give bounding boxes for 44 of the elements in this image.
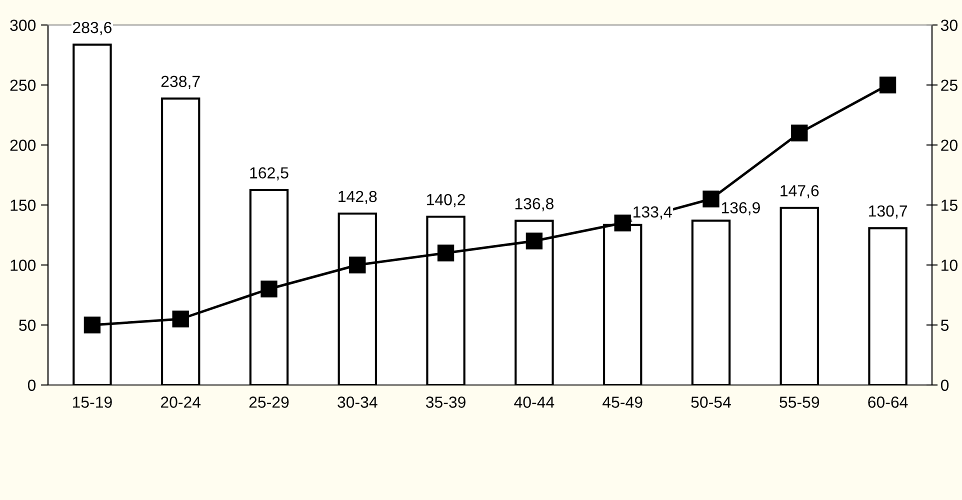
point (172, 310, 189, 328)
y-tick-label: 50 (19, 320, 36, 331)
x-tick-label: 15-19 (72, 396, 112, 408)
y2-tick-label: 10 (942, 260, 958, 271)
x-tick-label: 45-49 (602, 396, 642, 408)
y-tick-label: 0 (28, 380, 36, 391)
y2-tick-label: 20 (941, 140, 958, 151)
data-label: 147,6 (780, 185, 819, 198)
point (526, 232, 543, 250)
y2-tick-label: 0 (940, 380, 949, 391)
point (349, 256, 366, 274)
x-tick-label: 60-64 (868, 396, 908, 408)
y2-tick-label: 25 (941, 80, 958, 91)
y-tick-label: 200 (10, 140, 36, 151)
x-tick-label: 30-34 (338, 396, 378, 408)
data-label: 142,8 (338, 190, 377, 204)
y-tick-label: 250 (10, 80, 36, 91)
y2-tick-label: 30 (940, 20, 958, 31)
point (702, 190, 720, 208)
data-label: 136,8 (515, 198, 554, 212)
point (260, 280, 278, 298)
point (879, 76, 896, 94)
y2-tick-label: 5 (940, 320, 949, 331)
x-tick-label: 40-44 (514, 396, 554, 408)
x-tick-label: 55-59 (780, 396, 820, 408)
data-label: 136,9 (722, 202, 760, 216)
y2-tick-label: 15 (942, 200, 958, 211)
point (791, 124, 808, 142)
data-label: 130,7 (869, 205, 907, 219)
point (437, 244, 454, 262)
x-tick-label: 50-54 (691, 396, 731, 408)
data-label: 162,5 (250, 167, 288, 180)
y-tick-label: 100 (10, 260, 36, 271)
data-label: 238,7 (161, 76, 200, 89)
x-tick-label: 25-29 (249, 396, 289, 408)
point (84, 316, 101, 334)
x-tick-label: 35-39 (426, 396, 466, 408)
data-label: 140,2 (427, 194, 465, 208)
point (614, 214, 631, 232)
x-tick-label: 20-24 (160, 396, 201, 408)
y-tick-label: 150 (10, 200, 36, 211)
data-label: 133,4 (634, 206, 672, 220)
data-label: 283,6 (73, 22, 112, 36)
y-tick-label: 300 (10, 20, 36, 31)
